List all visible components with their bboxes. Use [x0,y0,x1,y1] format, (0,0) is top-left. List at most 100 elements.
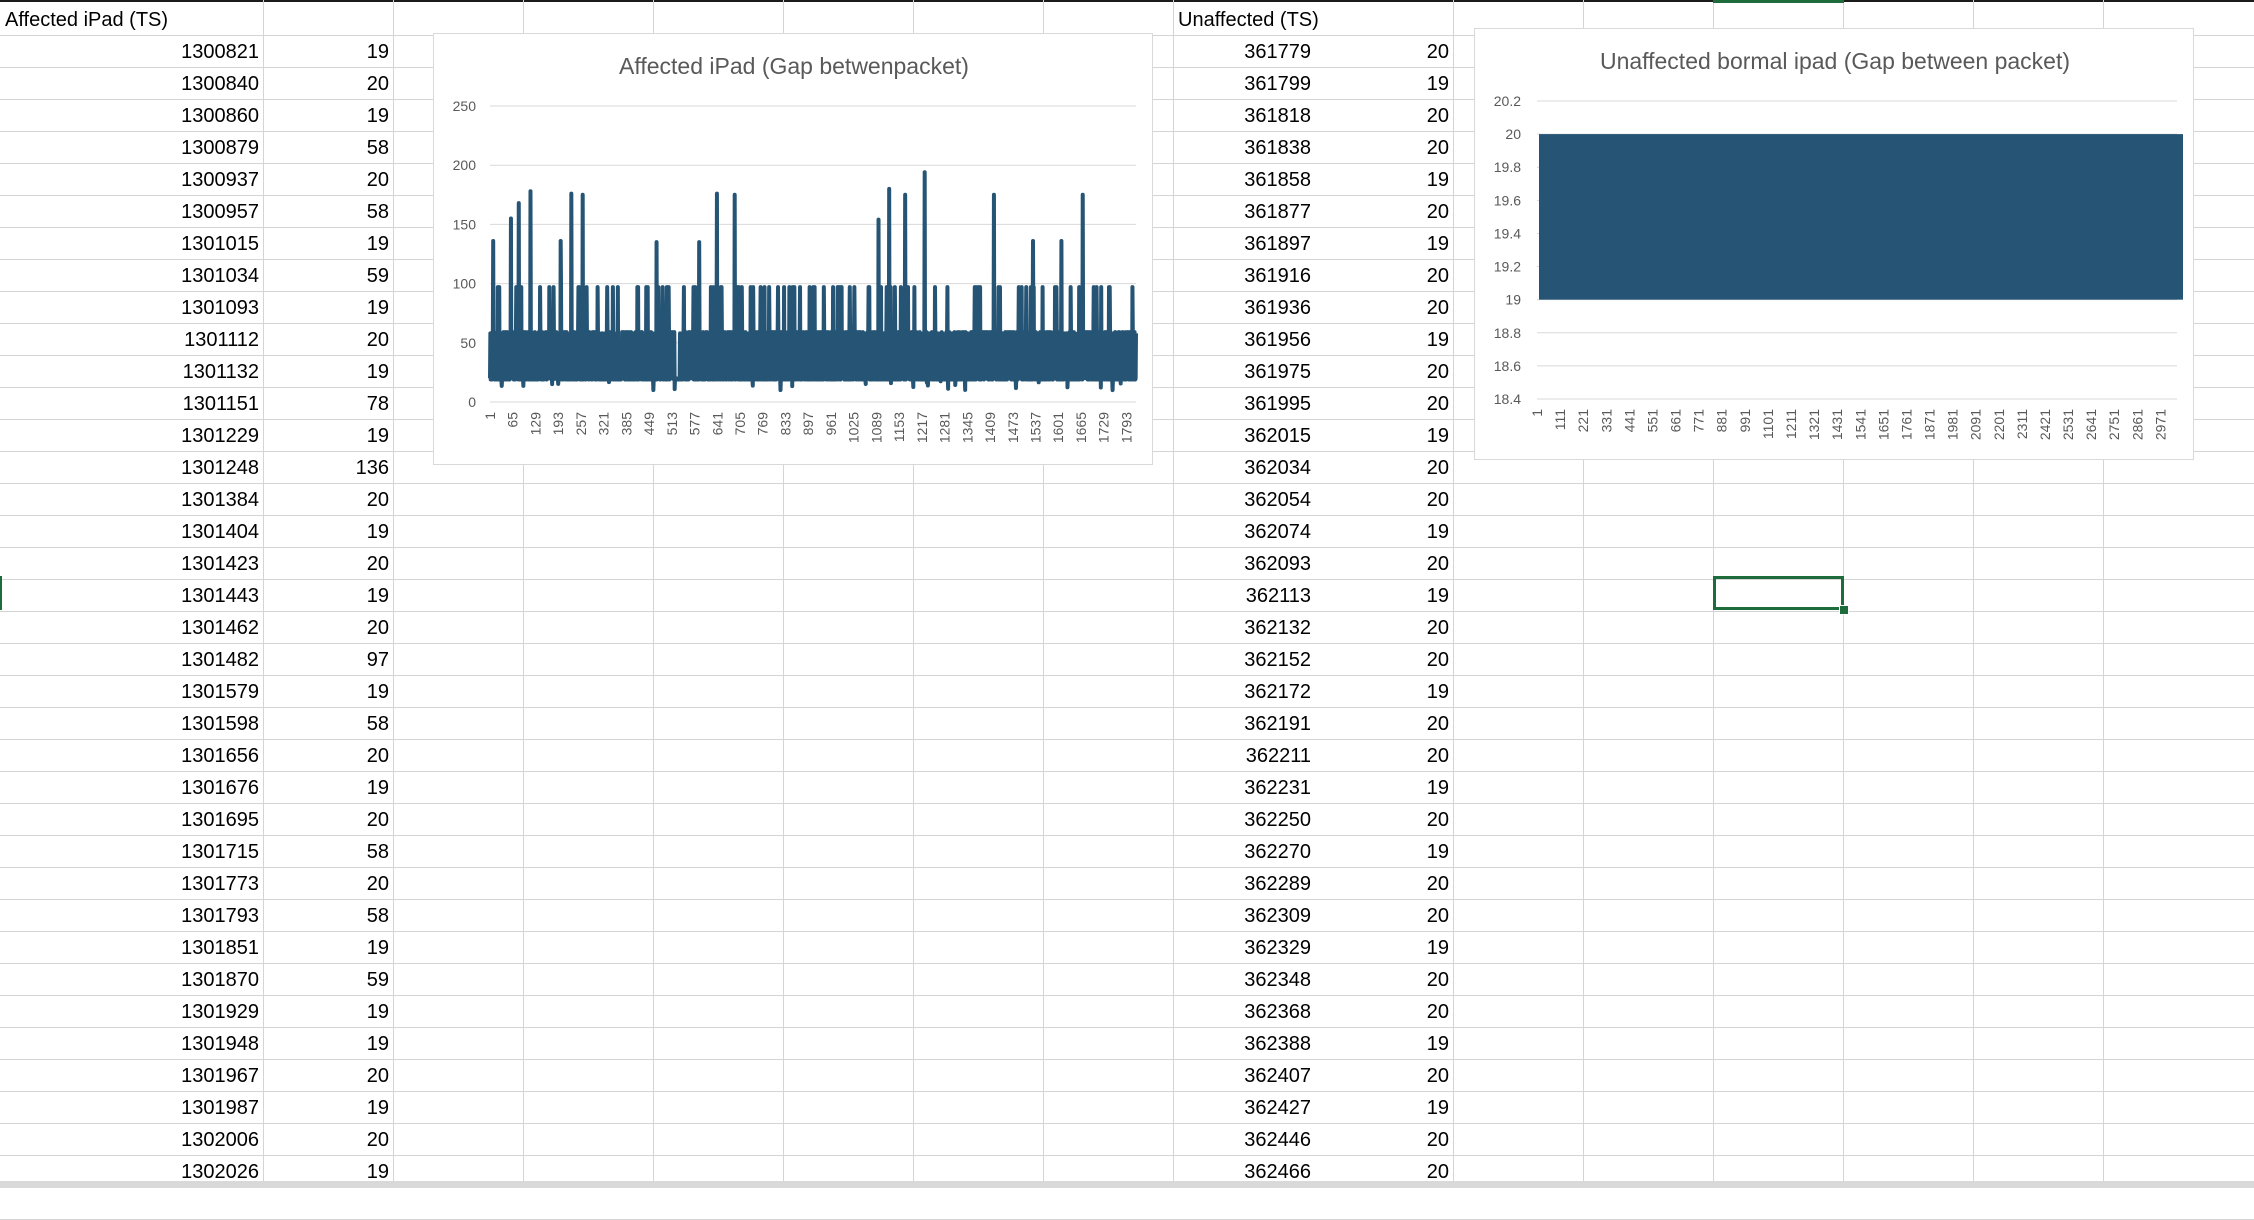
left-ts-cell[interactable]: 1301015 [181,233,259,255]
right-ts-cell[interactable]: 361838 [1244,137,1311,159]
right-gap-cell[interactable]: 20 [1426,1065,1449,1087]
left-gap-cell[interactable]: 20 [366,617,389,639]
right-gap-cell[interactable]: 20 [1426,649,1449,671]
left-gap-cell[interactable]: 20 [366,745,389,767]
left-ts-cell[interactable]: 1301851 [181,937,259,959]
right-ts-cell[interactable]: 362211 [1245,745,1311,767]
left-gap-cell[interactable]: 136 [355,457,389,479]
right-ts-cell[interactable]: 361975 [1244,361,1311,383]
left-ts-cell[interactable]: 1301773 [181,873,259,895]
left-ts-cell[interactable]: 1301598 [181,713,259,735]
left-gap-cell[interactable]: 20 [366,553,389,575]
right-gap-cell[interactable]: 20 [1426,1001,1449,1023]
left-ts-cell[interactable]: 1301248 [181,457,259,479]
right-ts-cell[interactable]: 361897 [1244,233,1311,255]
right-ts-cell[interactable]: 362309 [1244,905,1311,927]
left-ts-cell[interactable]: 1301967 [181,1065,259,1087]
right-gap-cell[interactable]: 20 [1426,297,1449,319]
left-ts-cell[interactable]: 1301093 [181,297,259,319]
right-gap-cell[interactable]: 19 [1426,521,1449,543]
left-ts-cell[interactable]: 1301443 [181,585,259,607]
right-gap-cell[interactable]: 20 [1426,905,1449,927]
right-ts-cell[interactable]: 362034 [1244,457,1311,479]
left-gap-cell[interactable]: 19 [366,297,389,319]
left-ts-cell[interactable]: 1301929 [181,1001,259,1023]
left-ts-cell[interactable]: 1301656 [181,745,259,767]
left-ts-cell[interactable]: 1301948 [181,1033,259,1055]
right-ts-cell[interactable]: 362015 [1244,425,1311,447]
right-gap-cell[interactable]: 19 [1426,329,1449,351]
left-gap-cell[interactable]: 58 [366,137,389,159]
right-gap-cell[interactable]: 19 [1426,937,1449,959]
right-ts-cell[interactable]: 362231 [1244,777,1311,799]
left-ts-cell[interactable]: 1301229 [181,425,259,447]
right-gap-cell[interactable]: 20 [1426,361,1449,383]
left-ts-cell[interactable]: 1300937 [181,169,259,191]
right-ts-cell[interactable]: 362113 [1245,585,1311,607]
right-gap-cell[interactable]: 20 [1426,457,1449,479]
left-gap-cell[interactable]: 59 [366,969,389,991]
left-gap-cell[interactable]: 20 [366,873,389,895]
fill-handle[interactable] [1839,605,1849,615]
left-gap-cell[interactable]: 20 [366,329,389,351]
left-gap-cell[interactable]: 20 [366,1129,389,1151]
left-ts-cell[interactable]: 1301151 [182,393,259,415]
right-ts-cell[interactable]: 362270 [1244,841,1311,863]
right-ts-cell[interactable]: 362329 [1244,937,1311,959]
left-gap-cell[interactable]: 58 [366,841,389,863]
right-gap-cell[interactable]: 19 [1426,1033,1449,1055]
left-ts-cell[interactable]: 1300879 [181,137,259,159]
right-ts-cell[interactable]: 362250 [1244,809,1311,831]
left-gap-cell[interactable]: 19 [366,361,389,383]
right-ts-cell[interactable]: 361956 [1244,329,1311,351]
right-table-header[interactable]: Unaffected (TS) [1178,9,1319,31]
right-gap-cell[interactable]: 20 [1426,201,1449,223]
left-ts-cell[interactable]: 1301404 [181,521,259,543]
right-gap-cell[interactable]: 20 [1426,1129,1449,1151]
left-gap-cell[interactable]: 19 [366,105,389,127]
right-gap-cell[interactable]: 19 [1426,681,1449,703]
right-ts-cell[interactable]: 361916 [1244,265,1311,287]
right-ts-cell[interactable]: 361818 [1244,105,1311,127]
left-gap-cell[interactable]: 19 [366,233,389,255]
selected-cell[interactable] [1713,576,1844,610]
right-ts-cell[interactable]: 362054 [1244,489,1311,511]
right-ts-cell[interactable]: 362446 [1244,1129,1311,1151]
right-ts-cell[interactable]: 362427 [1244,1097,1311,1119]
left-gap-cell[interactable]: 20 [366,809,389,831]
left-gap-cell[interactable]: 19 [366,1001,389,1023]
left-ts-cell[interactable]: 1301482 [181,649,259,671]
right-gap-cell[interactable]: 20 [1426,873,1449,895]
left-ts-cell[interactable]: 1301793 [181,905,259,927]
left-ts-cell[interactable]: 1301384 [181,489,259,511]
right-ts-cell[interactable]: 361799 [1244,73,1311,95]
right-gap-cell[interactable]: 19 [1426,233,1449,255]
left-ts-cell[interactable]: 1302026 [181,1161,259,1183]
right-ts-cell[interactable]: 361995 [1244,393,1311,415]
left-ts-cell[interactable]: 1301132 [182,361,259,383]
left-gap-cell[interactable]: 20 [366,169,389,191]
right-gap-cell[interactable]: 20 [1426,137,1449,159]
left-ts-cell[interactable]: 1301112 [184,329,259,351]
right-ts-cell[interactable]: 362093 [1244,553,1311,575]
left-ts-cell[interactable]: 1301987 [181,1097,259,1119]
left-gap-cell[interactable]: 19 [366,41,389,63]
left-gap-cell[interactable]: 97 [366,649,389,671]
left-gap-cell[interactable]: 19 [366,425,389,447]
right-ts-cell[interactable]: 362368 [1244,1001,1311,1023]
right-gap-cell[interactable]: 19 [1426,425,1449,447]
right-gap-cell[interactable]: 19 [1426,841,1449,863]
right-ts-cell[interactable]: 362074 [1244,521,1311,543]
right-ts-cell[interactable]: 362152 [1244,649,1311,671]
affected-ipad-chart[interactable]: Affected iPad (Gap betwenpacket) 250 200 15… [433,33,1153,465]
right-gap-cell[interactable]: 20 [1426,105,1449,127]
left-gap-cell[interactable]: 58 [366,905,389,927]
left-gap-cell[interactable]: 78 [366,393,389,415]
left-ts-cell[interactable]: 1302006 [181,1129,259,1151]
left-gap-cell[interactable]: 19 [366,585,389,607]
left-gap-cell[interactable]: 19 [366,937,389,959]
left-gap-cell[interactable]: 20 [366,1065,389,1087]
right-ts-cell[interactable]: 362191 [1244,713,1311,735]
left-gap-cell[interactable]: 20 [366,73,389,95]
right-ts-cell[interactable]: 362132 [1244,617,1311,639]
